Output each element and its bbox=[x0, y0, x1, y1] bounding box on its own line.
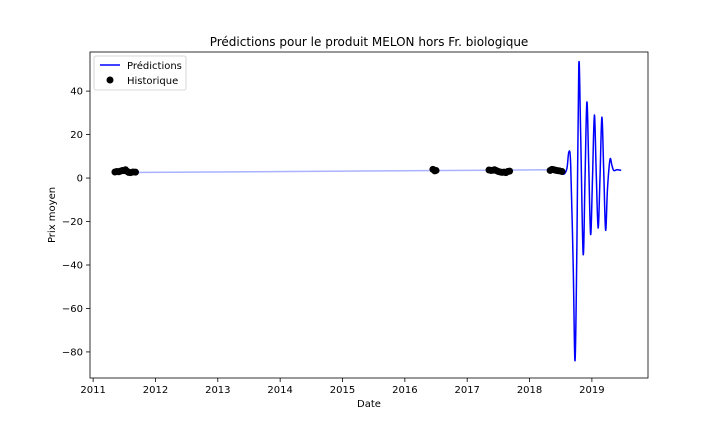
legend: Prédictions Historique bbox=[93, 55, 187, 91]
legend-historique-label: Historique bbox=[127, 76, 178, 87]
historique-layer bbox=[111, 165, 566, 177]
y-axis: 40 20 0 −20 −40 −60 −80 bbox=[62, 87, 90, 358]
historique-point bbox=[132, 168, 140, 176]
x-tick-label: 2017 bbox=[454, 385, 479, 396]
x-tick-label: 2019 bbox=[579, 385, 604, 396]
x-tick-label: 2011 bbox=[80, 385, 105, 396]
plot-frame bbox=[89, 51, 649, 379]
y-tick-label: 20 bbox=[70, 130, 83, 141]
y-tick-label: −60 bbox=[62, 304, 83, 315]
y-tick-label: −20 bbox=[62, 217, 83, 228]
prediction-line bbox=[548, 61, 622, 362]
x-tick-label: 2016 bbox=[392, 385, 417, 396]
y-tick-label: −40 bbox=[62, 260, 83, 271]
x-tick-label: 2015 bbox=[330, 385, 355, 396]
trend-layer bbox=[114, 169, 552, 174]
y-axis-label: Prix moyen bbox=[47, 187, 58, 243]
prediction-layer bbox=[548, 61, 622, 362]
y-tick-label: 0 bbox=[77, 174, 83, 185]
prediction-trend-line bbox=[114, 169, 552, 174]
x-tick-label: 2014 bbox=[267, 385, 292, 396]
historique-point bbox=[558, 168, 566, 176]
x-tick-label: 2013 bbox=[205, 385, 230, 396]
historique-point bbox=[506, 167, 514, 175]
x-tick-label: 2012 bbox=[143, 385, 168, 396]
legend-historique-swatch bbox=[106, 76, 114, 84]
x-axis-label: Date bbox=[357, 399, 381, 410]
y-tick-label: 40 bbox=[70, 87, 83, 98]
historique-point bbox=[432, 166, 440, 174]
x-axis: 2011 2012 2013 2014 2015 2016 2017 2018 2019 bbox=[80, 378, 605, 396]
y-tick-label: −80 bbox=[62, 347, 83, 358]
legend-predictions-label: Prédictions bbox=[127, 60, 182, 72]
x-tick-label: 2018 bbox=[517, 385, 542, 396]
chart-title: Prédictions pour le produit MELON hors F… bbox=[210, 35, 529, 49]
